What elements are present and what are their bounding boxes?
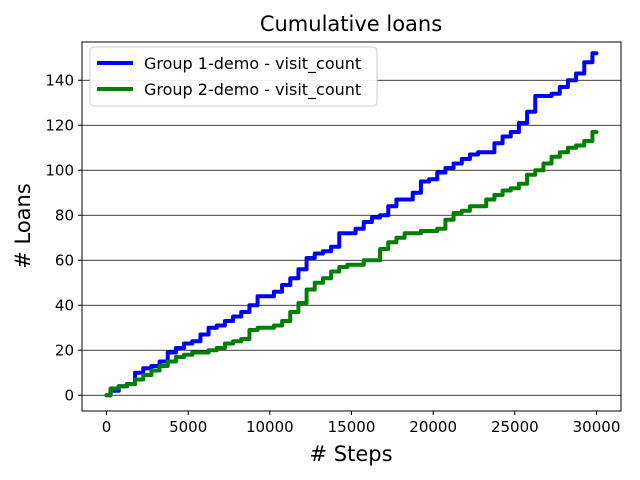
- x-tick-label: 30000: [573, 418, 621, 436]
- chart-title: Cumulative loans: [260, 12, 442, 36]
- x-tick-label: 15000: [328, 418, 376, 436]
- x-tick-label: 0: [102, 418, 112, 436]
- y-tick-label: 20: [55, 341, 74, 359]
- y-tick-label: 80: [55, 206, 74, 224]
- series-line-group-2: [104, 130, 599, 398]
- legend-label-group-1: Group 1-demo - visit_count: [144, 54, 361, 74]
- y-tick-label: 60: [55, 251, 74, 269]
- y-tick-label: 120: [45, 116, 74, 134]
- x-tick-label: 20000: [409, 418, 457, 436]
- y-tick-label: 100: [45, 161, 74, 179]
- y-tick-label: 0: [64, 386, 74, 404]
- legend: Group 1-demo - visit_count Group 2-demo …: [89, 46, 378, 107]
- data-series: [104, 51, 599, 398]
- x-tick-label: 10000: [246, 418, 294, 436]
- axis-ticks: 0 20 40 60 80 100 120 140 0 5000 10000 15000 20000 25…: [45, 71, 620, 436]
- y-tick-label: 40: [55, 296, 74, 314]
- legend-label-group-2: Group 2-demo - visit_count: [144, 80, 361, 100]
- series-line-group-1: [104, 51, 599, 398]
- x-tick-label: 5000: [169, 418, 207, 436]
- y-tick-label: 140: [45, 71, 74, 89]
- x-axis-label: # Steps: [309, 442, 392, 466]
- x-tick-label: 25000: [491, 418, 539, 436]
- legend-box: [89, 46, 378, 107]
- y-axis-label: # Loans: [11, 183, 35, 269]
